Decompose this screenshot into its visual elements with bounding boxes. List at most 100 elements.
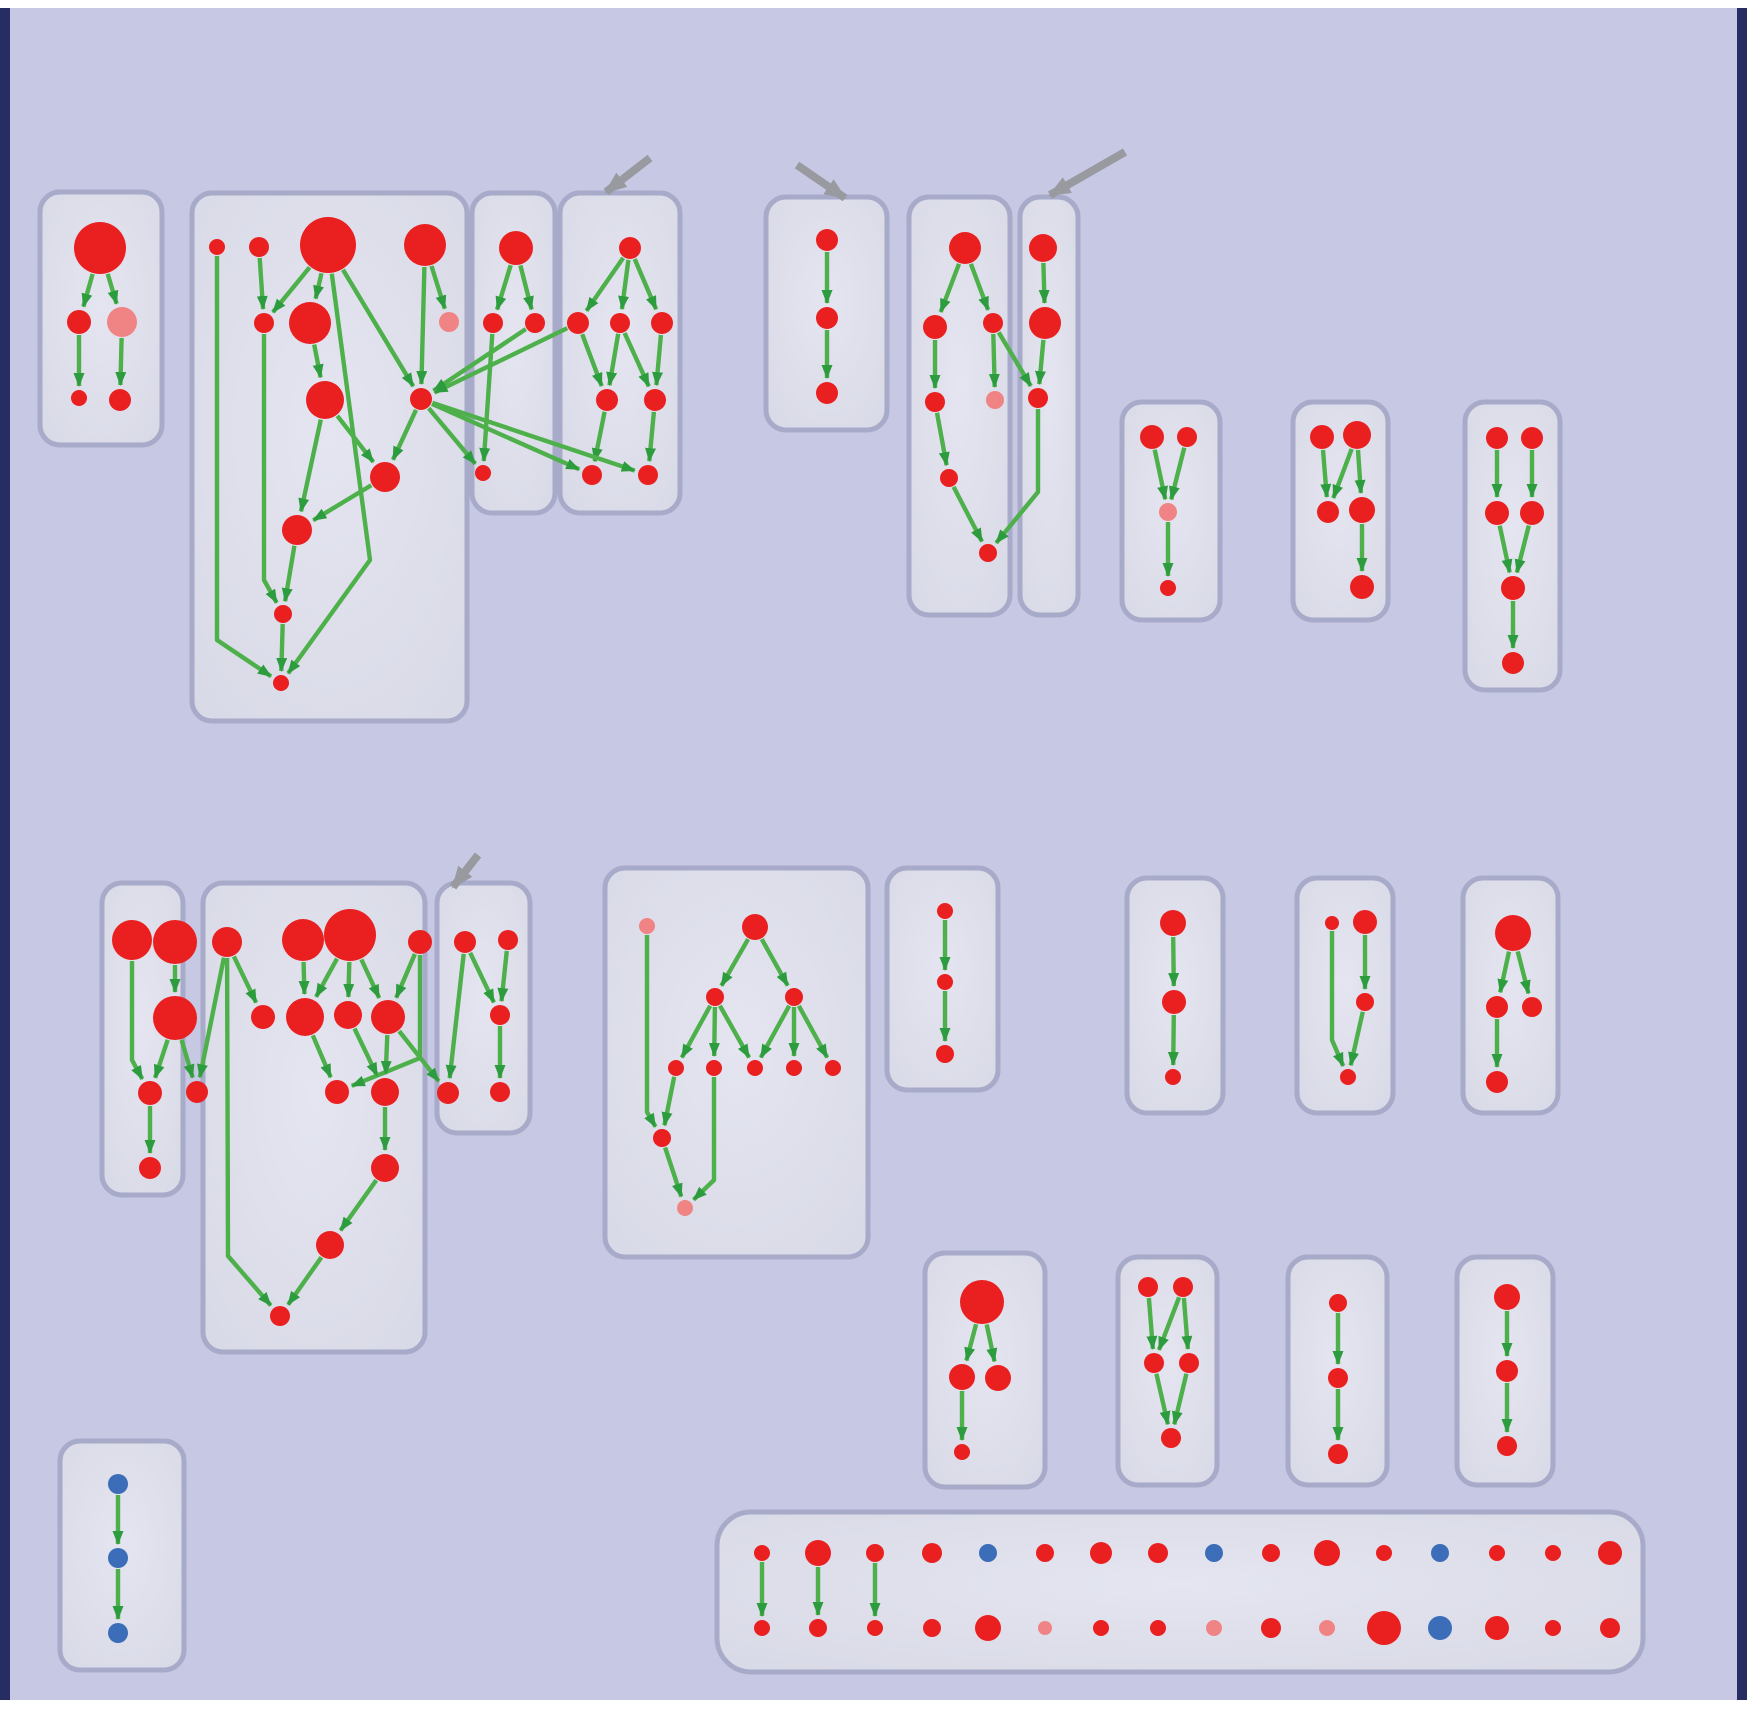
edge-pt (129, 961, 145, 1081)
graph-node-txmf.c (1497, 1436, 1517, 1456)
edge-chrom (1171, 1373, 1189, 1426)
graph-node-txcc2.a (1329, 1294, 1347, 1312)
bottom-strip-node (1090, 1542, 1112, 1564)
cross-cluster-edge (431, 400, 636, 473)
bottom-strip-node (979, 1544, 997, 1562)
edge-cc (271, 266, 312, 314)
bottom-strip-node (1319, 1620, 1335, 1636)
cluster-box-mito (1017, 194, 1081, 618)
graph-node-ribo.b (923, 315, 947, 339)
graph-node-cc.n10 (370, 462, 400, 492)
graph-node-cc.n6 (289, 302, 331, 344)
graph-node-nuct.d (1349, 497, 1375, 523)
graph-node-trnamf2.c (936, 1045, 954, 1063)
label-pointer-arrow (794, 161, 848, 202)
graph-node-trnamf1.p (639, 918, 655, 934)
graph-node-cc.n3 (300, 217, 356, 273)
edge-ub1 (584, 256, 626, 312)
graph-node-dnam.c (985, 1365, 1011, 1391)
edge-cc (391, 408, 418, 461)
edge-pt (153, 1039, 170, 1079)
cross-cluster-edge (432, 327, 528, 393)
edge-ub1 (622, 332, 651, 388)
graph-node-rnat.c (1485, 501, 1509, 525)
graph-node-mps.d (1160, 580, 1176, 596)
graph-node-trnamf1.f3 (747, 1060, 763, 1076)
graph-node-trnamf1.low (653, 1129, 671, 1147)
label-pointer-arrow (603, 154, 653, 196)
bottom-strip-node (1261, 1618, 1281, 1638)
bottom-strip-node (1545, 1545, 1561, 1561)
graph-node-chrom.a (1138, 1277, 1158, 1297)
edge-rrna (231, 955, 259, 1004)
graph-node-mtcc.b (67, 310, 91, 334)
graph-node-cc.n1 (209, 239, 225, 255)
graph-node-ub1.c (610, 313, 630, 333)
graph-node-rnap.b (1162, 990, 1186, 1014)
graph-node-pt.c (153, 996, 197, 1040)
edge-mtcc (105, 273, 119, 305)
graph-node-chrom.e (1161, 1428, 1181, 1448)
graph-node-mito.c (1028, 388, 1048, 408)
graph-node-ub2.c (816, 382, 838, 404)
edge-rrna (286, 1256, 324, 1306)
edge-cc (261, 334, 279, 604)
figure-frame-right (1737, 8, 1747, 1700)
bottom-strip-node (1314, 1540, 1340, 1566)
graph-node-cc.n9 (410, 388, 432, 410)
bottom-strip-node (1206, 1620, 1222, 1636)
edge-chrom (1181, 1297, 1193, 1350)
graph-node-nucl.c (1356, 993, 1374, 1011)
edge-cc (312, 483, 373, 523)
graph-node-rnat.a (1486, 427, 1508, 449)
bottom-strip-node (1148, 1543, 1168, 1563)
bottom-strip-node (922, 1543, 942, 1563)
cross-cluster-edge (197, 957, 227, 1079)
graph-node-pt.f (139, 1157, 161, 1179)
graph-node-rrna.rI (325, 1080, 349, 1104)
graph-node-chrom.d (1179, 1353, 1199, 1373)
edge-ribo (938, 263, 962, 313)
graph-node-ribo.f (940, 469, 958, 487)
graph-node-trnamf1.top (742, 914, 768, 940)
graph-node-trnabp.c (490, 1005, 510, 1025)
edge-trnamf1 (796, 1004, 830, 1059)
graph-node-nucl.d (1340, 1069, 1356, 1085)
edge-rrna (380, 1034, 392, 1075)
bottom-strip-node (809, 1619, 827, 1637)
graph-node-trnamf2.a (937, 903, 953, 919)
graph-node-mtcc.d (71, 390, 87, 406)
edge-mito (1038, 262, 1050, 304)
graph-node-pt.b (153, 920, 197, 964)
cross-cluster-edge (397, 1029, 441, 1083)
graph-node-mtbp.c (525, 313, 545, 333)
graph-node-trnabp.b (498, 930, 518, 950)
graph-node-nuct.a (1310, 425, 1334, 449)
bottom-strip-node (1598, 1541, 1622, 1565)
edge-dnam (964, 1323, 979, 1362)
edge-cc (312, 344, 324, 379)
edge-cc (286, 273, 373, 675)
cluster-box-chrom (1115, 1254, 1220, 1488)
cross-cluster-edge (431, 401, 581, 472)
edge-ribo (951, 485, 984, 543)
graph-node-txmf.b (1496, 1360, 1518, 1382)
edge-trnamf1 (663, 1146, 684, 1198)
edge-nuct (1331, 448, 1354, 499)
bottom-strip-node (1093, 1620, 1109, 1636)
edge-rnat (1497, 525, 1513, 574)
edge-mps (1152, 449, 1168, 501)
graph-node-nucl.b (1353, 910, 1377, 934)
graph-node-nucl.a (1325, 916, 1339, 930)
graph-node-mps.c (1159, 503, 1177, 521)
graph-node-trnamf1.bp (677, 1200, 693, 1216)
edge-nucl (1348, 1011, 1365, 1067)
cluster-box-rnat (1462, 399, 1563, 693)
edge-cc (281, 545, 297, 603)
graph-node-trnabp.a (454, 931, 476, 953)
edge-cc (429, 265, 447, 310)
graph-node-ribo.d (925, 392, 945, 412)
cluster-box-pt (99, 880, 186, 1198)
bottom-strip-node (866, 1544, 884, 1562)
